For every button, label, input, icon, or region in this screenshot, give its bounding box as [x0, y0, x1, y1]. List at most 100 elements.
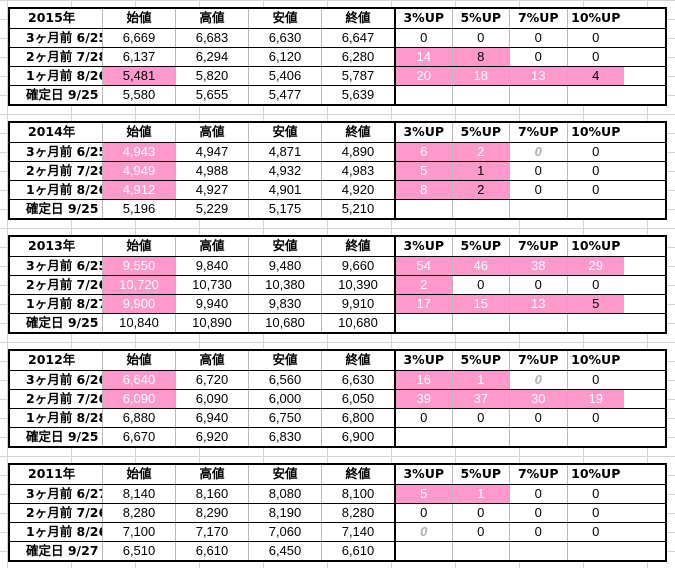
open-cell: 9,550 [102, 257, 175, 275]
open-cell: 5,481 [102, 67, 175, 85]
up3-cell [394, 428, 452, 446]
high-cell: 6,920 [175, 428, 248, 446]
header-row: 2014年 始値 高値 安値 終値 3%UP 5%UP 7%UP 10%UP [10, 123, 665, 142]
high-cell: 8,290 [175, 504, 248, 522]
up7-cell: 30 [509, 390, 567, 408]
col-up5: 5%UP [451, 237, 510, 256]
col-open: 始値 [102, 9, 175, 28]
up5-cell: 0 [451, 276, 510, 294]
close-cell: 10,680 [321, 314, 394, 332]
up10-cell: 0 [566, 48, 625, 66]
up3-cell: 5 [394, 485, 452, 503]
open-cell: 4,912 [102, 181, 175, 199]
up7-cell: 38 [509, 257, 567, 275]
up10-cell: 0 [566, 143, 625, 161]
open-cell: 9,900 [102, 295, 175, 313]
open-cell: 7,100 [102, 523, 175, 541]
table-2013: 2013年 始値 高値 安値 終値 3%UP 5%UP 7%UP 10%UP 3… [8, 235, 667, 334]
low-cell: 8,080 [248, 485, 321, 503]
open-cell: 5,580 [102, 86, 175, 104]
up5-cell: 0 [451, 409, 510, 427]
row-label: 2ヶ月前 7/26 [26, 277, 102, 292]
up7-cell: 0 [509, 523, 567, 541]
up3-cell [394, 86, 452, 104]
up10-cell: 4 [566, 67, 624, 85]
year-label: 2013年 [28, 238, 76, 253]
up10-cell: 0 [566, 29, 625, 47]
up3-cell: 8 [394, 181, 452, 199]
up3-cell: 6 [394, 143, 452, 161]
up7-cell [509, 86, 567, 104]
col-high: 高値 [175, 9, 248, 28]
close-cell: 4,920 [321, 181, 394, 199]
table-2014: 2014年 始値 高値 安値 終値 3%UP 5%UP 7%UP 10%UP 3… [8, 121, 667, 220]
row-label: 2ヶ月前 7/26 [26, 391, 102, 406]
high-cell: 6,610 [175, 542, 248, 560]
open-cell: 8,280 [102, 504, 175, 522]
low-cell: 9,480 [248, 257, 321, 275]
up5-cell: 1 [451, 162, 509, 180]
low-cell: 6,830 [248, 428, 321, 446]
up7-cell [509, 428, 567, 446]
col-up10: 10%UP [566, 123, 625, 142]
row-label: 2ヶ月前 7/26 [26, 505, 102, 520]
table-row: 1ヶ月前 8/28 6,880 6,940 6,750 6,800 0 0 0 … [10, 408, 665, 427]
high-cell: 10,890 [175, 314, 248, 332]
row-label: 確定日 9/25 [26, 87, 99, 102]
close-cell: 6,647 [321, 29, 394, 47]
low-cell: 6,450 [248, 542, 321, 560]
up3-cell: 2 [394, 276, 452, 294]
table-row: 1ヶ月前 8/27 9,900 9,940 9,830 9,910 17 15 … [10, 294, 665, 313]
high-cell: 10,730 [175, 276, 248, 294]
low-cell: 4,932 [248, 162, 321, 180]
close-cell: 5,210 [321, 200, 394, 218]
col-up5: 5%UP [451, 465, 510, 484]
up7-cell: 0 [509, 504, 567, 522]
row-label: 確定日 9/25 [26, 315, 99, 330]
col-high: 高値 [175, 465, 248, 484]
col-up7: 7%UP [509, 9, 567, 28]
col-up3: 3%UP [394, 465, 452, 484]
col-open: 始値 [102, 123, 175, 142]
high-cell: 6,294 [175, 48, 248, 66]
high-cell: 5,820 [175, 67, 248, 85]
low-cell: 4,901 [248, 181, 321, 199]
open-cell: 6,090 [102, 390, 175, 408]
up5-cell: 46 [451, 257, 509, 275]
up3-cell: 5 [394, 162, 452, 180]
table-2011: 2011年 始値 高値 安値 終値 3%UP 5%UP 7%UP 10%UP 3… [8, 463, 667, 562]
up7-cell: 0 [509, 371, 567, 389]
low-cell: 10,680 [248, 314, 321, 332]
open-cell: 10,840 [102, 314, 175, 332]
up10-cell: 5 [566, 295, 624, 313]
up10-cell [566, 86, 625, 104]
close-cell: 9,660 [321, 257, 394, 275]
table-row: 2ヶ月前 7/28 6,137 6,294 6,120 6,280 14 8 0… [10, 47, 665, 66]
table-row: 3ヶ月前 6/26 6,640 6,720 6,560 6,630 16 1 0… [10, 370, 665, 389]
open-cell: 6,670 [102, 428, 175, 446]
up3-cell: 17 [394, 295, 452, 313]
col-up10: 10%UP [566, 9, 625, 28]
up5-cell: 1 [451, 371, 509, 389]
table-2015: 2015年 始値 高値 安値 終値 3%UP 5%UP 7%UP 10%UP 3… [8, 7, 667, 106]
table-row: 確定日 9/25 6,670 6,920 6,830 6,900 [10, 427, 665, 446]
up3-cell: 16 [394, 371, 452, 389]
table-row: 2ヶ月前 7/26 10,720 10,730 10,380 10,390 2 … [10, 275, 665, 294]
up7-cell: 13 [509, 295, 567, 313]
header-row: 2012年 始値 高値 安値 終値 3%UP 5%UP 7%UP 10%UP [10, 351, 665, 370]
up3-cell: 54 [394, 257, 452, 275]
open-cell: 6,640 [102, 371, 175, 389]
up5-cell: 2 [451, 181, 509, 199]
close-cell: 9,910 [321, 295, 394, 313]
col-low: 安値 [248, 9, 321, 28]
col-up7: 7%UP [509, 237, 567, 256]
col-up10: 10%UP [566, 465, 625, 484]
row-label: 2ヶ月前 7/28 [26, 163, 102, 178]
col-up7: 7%UP [509, 351, 567, 370]
up10-cell [566, 314, 625, 332]
high-cell: 9,940 [175, 295, 248, 313]
col-up10: 10%UP [566, 237, 625, 256]
col-high: 高値 [175, 237, 248, 256]
low-cell: 5,477 [248, 86, 321, 104]
low-cell: 6,000 [248, 390, 321, 408]
